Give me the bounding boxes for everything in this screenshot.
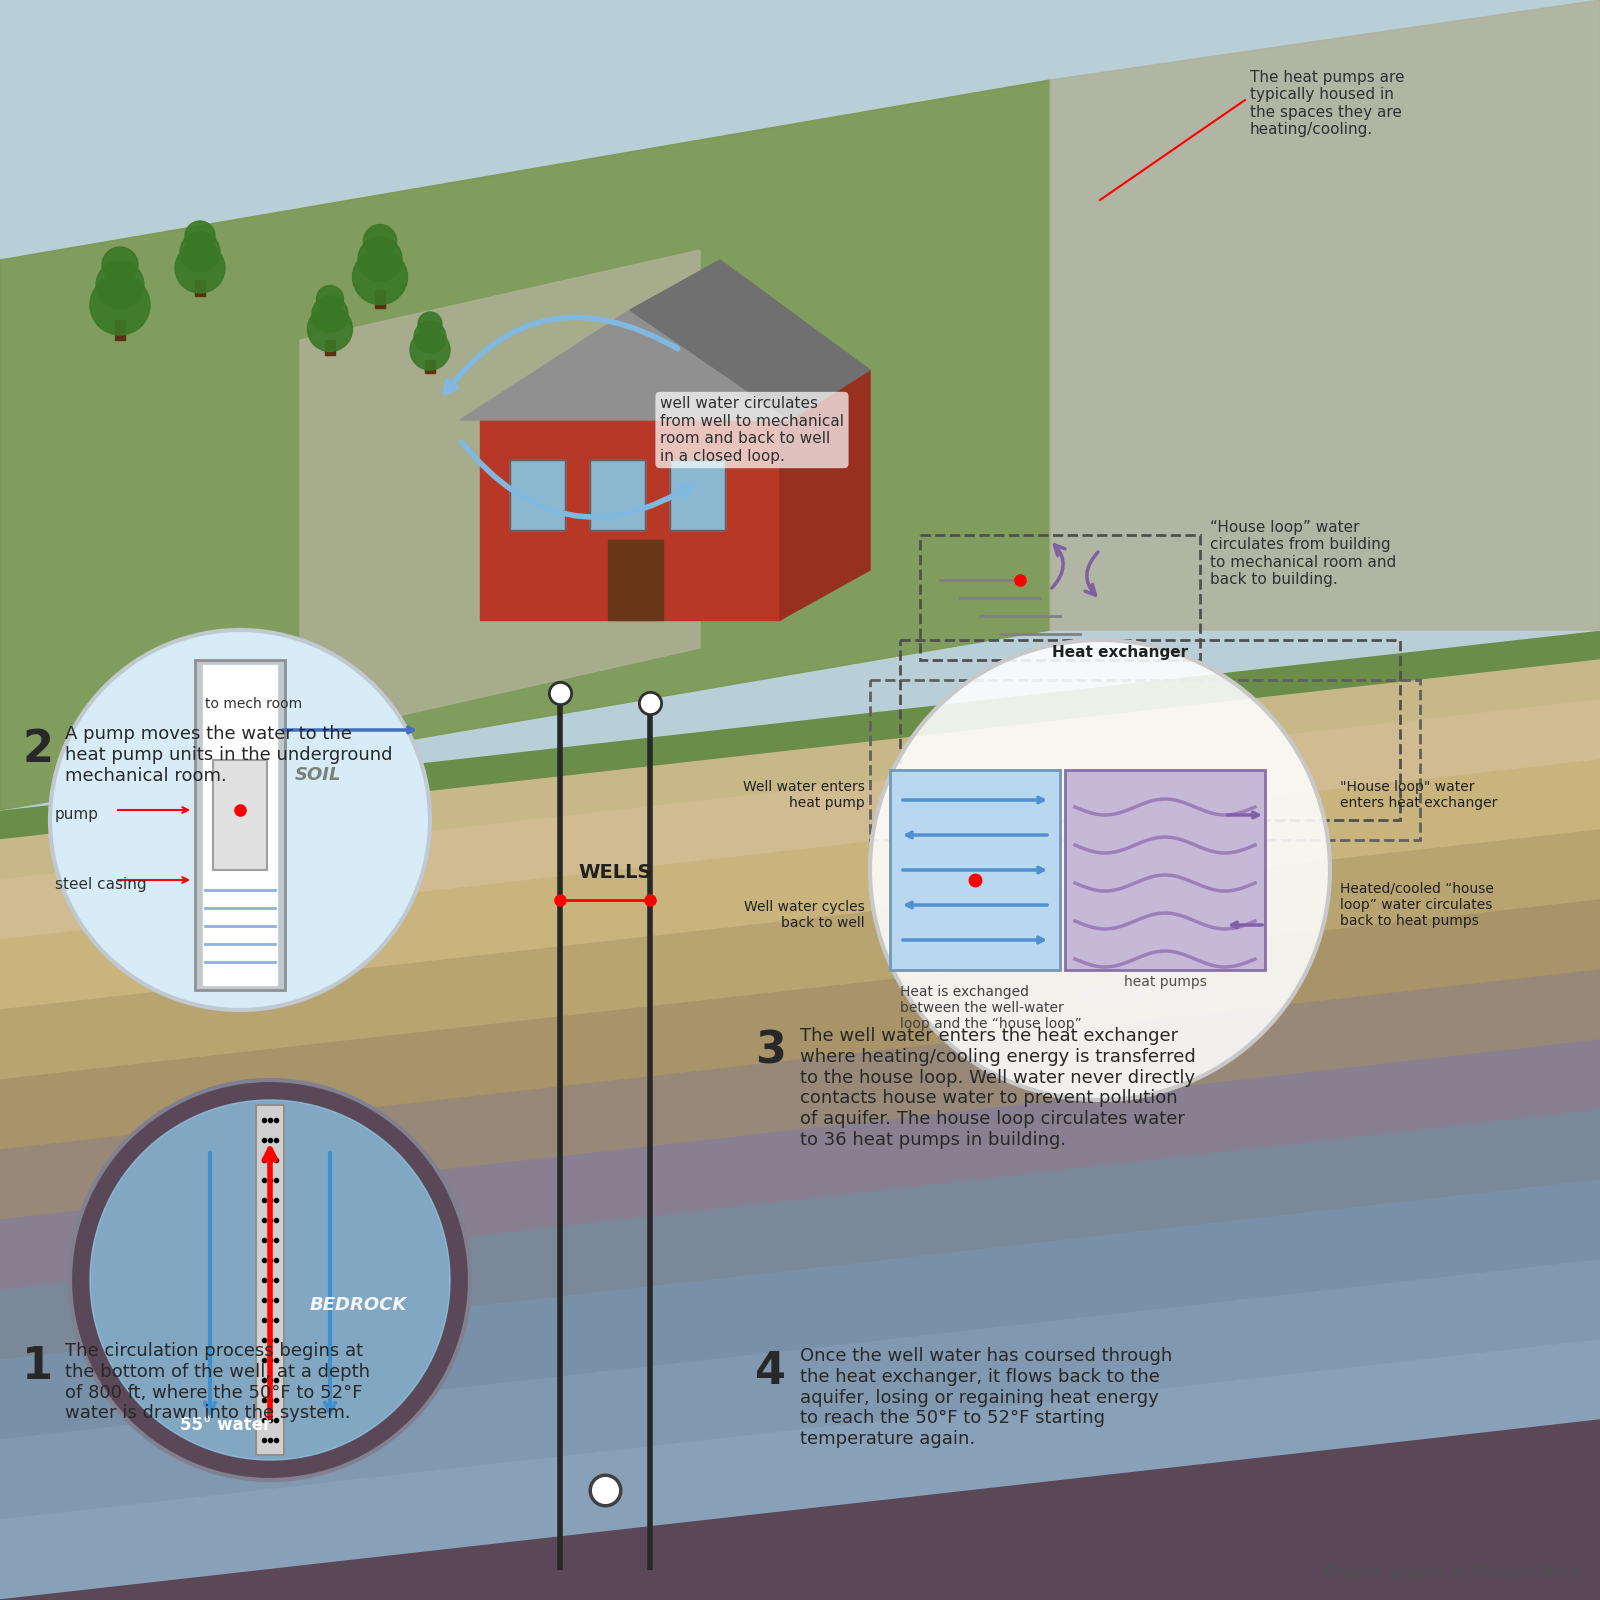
Text: The circulation process begins at
the bottom of the well, at a depth
of 800 ft, : The circulation process begins at the bo… bbox=[66, 1342, 370, 1422]
Circle shape bbox=[312, 296, 349, 333]
Text: Heat exchanger: Heat exchanger bbox=[1051, 645, 1189, 659]
Polygon shape bbox=[0, 1261, 1600, 1520]
Polygon shape bbox=[0, 760, 1600, 1010]
Circle shape bbox=[358, 237, 402, 282]
Bar bbox=[890, 770, 1059, 970]
Circle shape bbox=[414, 322, 446, 354]
Polygon shape bbox=[0, 619, 1600, 840]
Text: pump: pump bbox=[54, 808, 99, 822]
Polygon shape bbox=[0, 1110, 1600, 1360]
Circle shape bbox=[90, 275, 150, 334]
Polygon shape bbox=[461, 310, 790, 419]
Bar bbox=[203, 666, 277, 986]
Text: "House loop" water
enters heat exchanger: "House loop" water enters heat exchanger bbox=[1341, 779, 1498, 810]
Polygon shape bbox=[301, 250, 701, 738]
Text: well water circulates
from well to mechanical
room and back to well
in a closed : well water circulates from well to mecha… bbox=[661, 397, 845, 464]
Polygon shape bbox=[0, 970, 1600, 1219]
Text: MECH. ROOM: MECH. ROOM bbox=[1083, 986, 1218, 1005]
Text: Well water enters
heat pump: Well water enters heat pump bbox=[742, 779, 866, 810]
Bar bbox=[670, 461, 725, 530]
Circle shape bbox=[307, 307, 352, 352]
Polygon shape bbox=[630, 259, 870, 419]
Circle shape bbox=[174, 243, 226, 293]
Bar bbox=[590, 461, 645, 530]
Text: heat pumps: heat pumps bbox=[1123, 974, 1206, 989]
Text: A pump moves the water to the
heat pump units in the underground
mechanical room: A pump moves the water to the heat pump … bbox=[66, 725, 392, 784]
Polygon shape bbox=[0, 1040, 1600, 1290]
Bar bbox=[374, 290, 386, 307]
Text: 2: 2 bbox=[22, 728, 53, 771]
Bar bbox=[256, 1106, 285, 1454]
Circle shape bbox=[363, 224, 397, 258]
Bar bbox=[510, 461, 565, 530]
Text: 4: 4 bbox=[755, 1350, 786, 1394]
Polygon shape bbox=[0, 1181, 1600, 1440]
Circle shape bbox=[186, 221, 214, 251]
Text: Well water cycles
back to well: Well water cycles back to well bbox=[744, 899, 866, 930]
Circle shape bbox=[96, 261, 144, 309]
Text: Heated/cooled “house
loop” water circulates
back to heat pumps: Heated/cooled “house loop” water circula… bbox=[1341, 882, 1494, 928]
Polygon shape bbox=[0, 80, 1050, 810]
Circle shape bbox=[870, 640, 1330, 1101]
Polygon shape bbox=[0, 659, 1600, 880]
Polygon shape bbox=[0, 830, 1600, 1080]
Circle shape bbox=[352, 250, 408, 304]
Circle shape bbox=[418, 312, 442, 336]
Text: Once the well water has coursed through
the heat exchanger, it flows back to the: Once the well water has coursed through … bbox=[800, 1347, 1173, 1448]
Polygon shape bbox=[781, 370, 870, 619]
Text: steel casing: steel casing bbox=[54, 877, 147, 893]
Polygon shape bbox=[1050, 0, 1600, 630]
Text: 3: 3 bbox=[755, 1030, 786, 1074]
Bar bbox=[195, 659, 285, 990]
Text: 55° water: 55° water bbox=[179, 1416, 272, 1434]
Polygon shape bbox=[0, 701, 1600, 939]
Bar bbox=[115, 320, 125, 341]
Text: Heat is exchanged
between the well-water
loop and the “house loop”: Heat is exchanged between the well-water… bbox=[899, 986, 1082, 1032]
Polygon shape bbox=[0, 1341, 1600, 1600]
Circle shape bbox=[102, 246, 138, 283]
Bar bbox=[195, 280, 205, 296]
Text: 1: 1 bbox=[22, 1346, 53, 1387]
Polygon shape bbox=[480, 419, 781, 619]
Bar bbox=[510, 461, 565, 530]
Polygon shape bbox=[0, 1421, 1600, 1600]
Circle shape bbox=[317, 285, 344, 312]
Bar bbox=[670, 461, 725, 530]
Bar bbox=[608, 541, 662, 619]
Text: The well water enters the heat exchanger
where heating/cooling energy is transfe: The well water enters the heat exchanger… bbox=[800, 1027, 1195, 1149]
Bar bbox=[213, 760, 267, 870]
Bar bbox=[426, 360, 435, 373]
Polygon shape bbox=[0, 0, 1600, 810]
Ellipse shape bbox=[90, 1101, 450, 1459]
Bar bbox=[590, 461, 645, 530]
Circle shape bbox=[179, 232, 221, 272]
Polygon shape bbox=[0, 899, 1600, 1150]
Text: SOIL: SOIL bbox=[294, 766, 341, 784]
Text: Original graphic by Goody Clancy: Original graphic by Goody Clancy bbox=[1325, 1565, 1581, 1581]
Circle shape bbox=[70, 1080, 470, 1480]
Text: to mech room: to mech room bbox=[205, 698, 302, 710]
Text: “House loop” water
circulates from building
to mechanical room and
back to build: “House loop” water circulates from build… bbox=[1210, 520, 1397, 587]
Circle shape bbox=[50, 630, 430, 1010]
Bar bbox=[1066, 770, 1266, 970]
Text: The heat pumps are
typically housed in
the spaces they are
heating/cooling.: The heat pumps are typically housed in t… bbox=[1250, 70, 1405, 138]
Circle shape bbox=[410, 330, 450, 370]
Bar bbox=[325, 341, 334, 355]
Text: WELLS: WELLS bbox=[578, 862, 651, 882]
Text: BEDROCK: BEDROCK bbox=[310, 1296, 408, 1314]
